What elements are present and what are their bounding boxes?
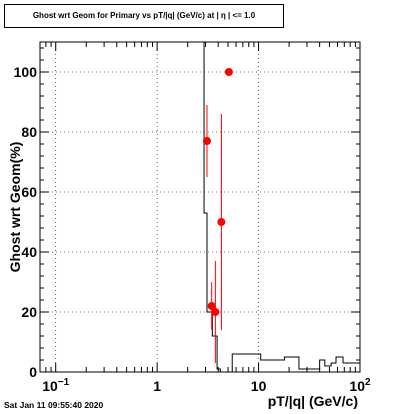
data-point	[224, 68, 233, 76]
tick-labels-layer: 0 20 40 60 80 100 10−1 1 10 102	[14, 64, 371, 394]
histogram-step	[40, 41, 360, 373]
data-point	[211, 308, 220, 316]
histogram-layer	[40, 41, 360, 373]
plot-frame	[39, 41, 361, 373]
y-tick-label: 20	[21, 304, 37, 320]
y-tick-label: 40	[21, 244, 37, 260]
data-point	[217, 218, 226, 226]
chart-title: Ghost wrt Geom for Primary vs pT/|q| (Ge…	[4, 4, 284, 28]
y-tick-label: 80	[21, 124, 37, 140]
timestamp: Sat Jan 11 09:55:40 2020	[4, 400, 104, 410]
x-tick-label: 10−1	[42, 377, 69, 394]
x-tick-label: 1	[153, 378, 161, 394]
grid-layer	[40, 42, 360, 372]
y-tick-label: 100	[14, 64, 38, 80]
data-point	[207, 302, 216, 310]
y-tick-label: 0	[29, 364, 37, 380]
x-tick-label: 102	[349, 377, 371, 394]
y-tick-label: 60	[21, 184, 37, 200]
ticks-layer	[40, 42, 361, 373]
points-layer	[202, 68, 233, 363]
y-axis-label: Ghost wrt Geom(%)	[7, 142, 23, 273]
x-tick-label: 10	[251, 378, 267, 394]
data-point	[202, 137, 211, 145]
x-axis-label: pT/|q| (GeV/c)	[268, 393, 358, 409]
